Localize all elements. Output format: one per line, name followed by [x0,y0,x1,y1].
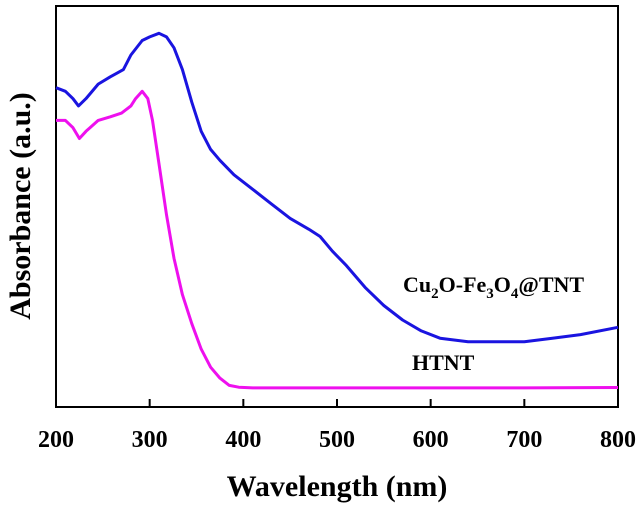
series-label-htnt: HTNT [412,350,475,375]
label-text: @TNT [518,272,584,297]
label-subscript: 4 [511,286,519,302]
x-axis-title: Wavelength (nm) [227,470,448,503]
label-text: Cu [403,272,431,297]
label-subscript: 2 [431,286,439,302]
plot-frame [55,5,619,408]
x-tick-label: 500 [319,427,355,453]
label-subscript: 3 [486,286,494,302]
series-label-cu2o-fe3o4-tnt: Cu2O-Fe3O4@TNT [403,272,584,302]
curve-htnt [56,89,619,390]
x-tick-labels: 200 300 400 500 600 700 800 [38,427,636,453]
curves [55,31,619,390]
x-tick-label: 400 [225,427,261,453]
y-axis-title: Absorbance (a.u.) [4,92,37,320]
x-tick-label: 600 [413,427,449,453]
label-text: O-Fe [439,272,487,297]
x-tick-label: 200 [38,427,74,453]
x-tick-label: 300 [132,427,168,453]
curve-cu2o-fe3o4-tnt [55,31,619,344]
x-tick-label: 800 [600,427,636,453]
label-text: O [494,272,511,297]
x-ticks [55,399,619,407]
x-tick-label: 700 [506,427,542,453]
